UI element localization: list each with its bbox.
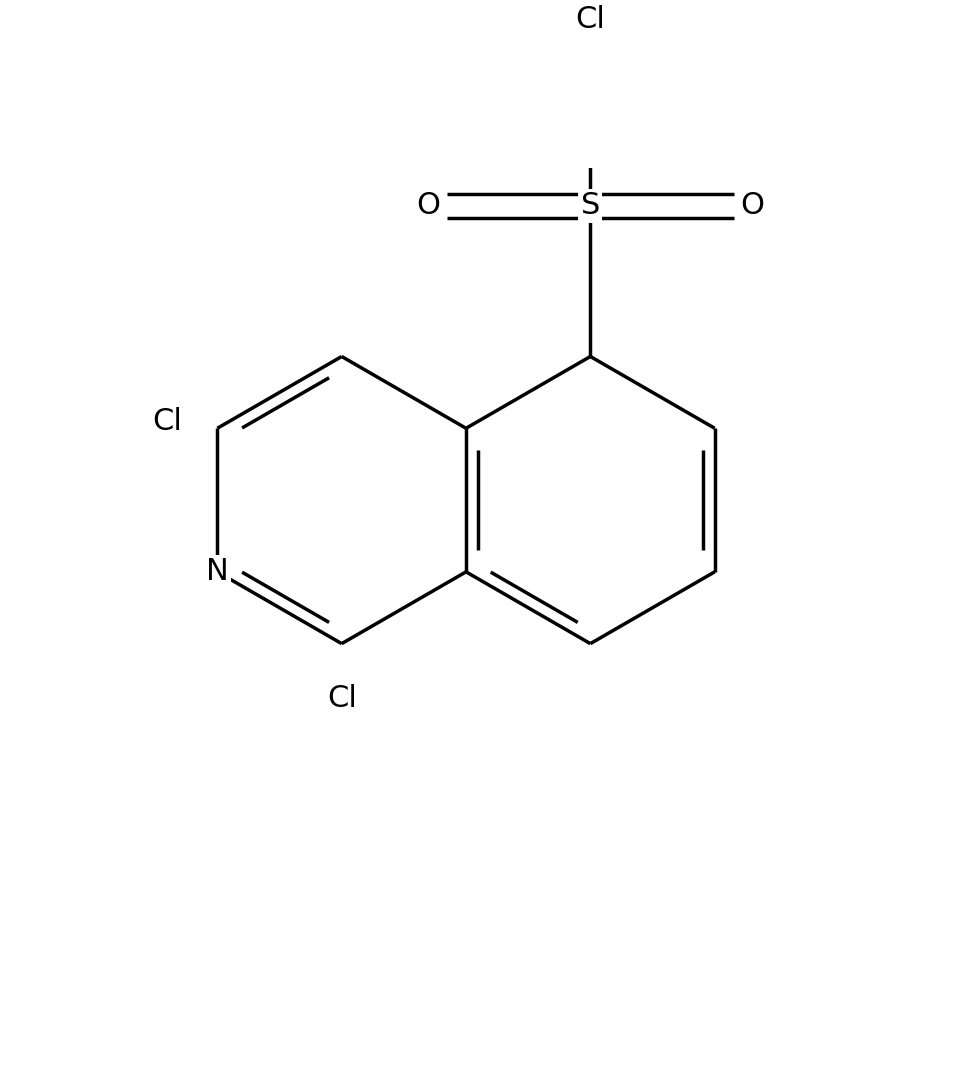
Text: Cl: Cl	[152, 406, 182, 435]
Text: S: S	[581, 191, 600, 220]
Text: O: O	[740, 191, 764, 220]
Text: N: N	[206, 557, 229, 586]
Text: O: O	[416, 191, 441, 220]
Text: Cl: Cl	[575, 5, 605, 33]
Text: Cl: Cl	[327, 684, 357, 713]
